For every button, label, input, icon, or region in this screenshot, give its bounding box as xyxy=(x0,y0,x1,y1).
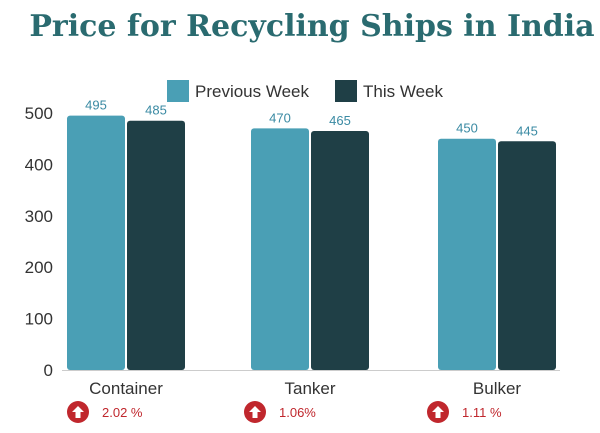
y-tick-label: 500 xyxy=(25,104,53,123)
y-tick-label: 0 xyxy=(44,361,53,380)
value-label-tanker-previous-week: 470 xyxy=(269,110,291,125)
y-tick-label: 300 xyxy=(25,207,53,226)
bar-bulker-previous-week xyxy=(438,138,496,370)
value-label-container-this-week: 485 xyxy=(145,103,167,118)
legend-swatch-previous-week xyxy=(167,80,189,102)
x-tick-label-tanker: Tanker xyxy=(284,379,335,398)
up-arrow-circle-icon xyxy=(67,401,89,423)
change-indicator-bulker: 1.11 % xyxy=(427,401,502,423)
bar-tanker-this-week xyxy=(311,130,369,370)
y-tick-label: 200 xyxy=(25,258,53,277)
y-axis: 0 100 200 300 400 500 xyxy=(25,104,53,380)
bar-container-this-week xyxy=(127,120,185,371)
value-label-bulker-this-week: 445 xyxy=(516,123,538,138)
y-tick-label: 100 xyxy=(25,310,53,329)
change-label: 2.02 % xyxy=(102,405,143,420)
bar-tanker-previous-week xyxy=(251,128,309,370)
y-tick-label: 400 xyxy=(25,155,53,174)
value-label-bulker-previous-week: 450 xyxy=(456,121,478,136)
x-axis: Container Tanker Bulker xyxy=(62,370,560,398)
change-indicator-tanker: 1.06% xyxy=(244,401,316,423)
chart-title: Price for Recycling Ships in India xyxy=(29,9,594,44)
up-arrow-circle-icon xyxy=(244,401,266,423)
bar-container-previous-week xyxy=(67,115,125,370)
change-label: 1.11 % xyxy=(462,405,502,420)
value-label-container-previous-week: 495 xyxy=(85,98,107,113)
change-indicators: 2.02 % 1.06% 1.11 % xyxy=(67,401,502,423)
x-tick-label-container: Container xyxy=(89,379,163,398)
legend-label-previous-week: Previous Week xyxy=(195,82,310,101)
legend-label-this-week: This Week xyxy=(363,82,443,101)
change-label: 1.06% xyxy=(279,405,316,420)
legend: Previous Week This Week xyxy=(167,80,443,102)
x-tick-label-bulker: Bulker xyxy=(473,379,522,398)
up-arrow-circle-icon xyxy=(427,401,449,423)
value-label-tanker-this-week: 465 xyxy=(329,113,351,128)
bar-bulker-this-week xyxy=(498,141,556,370)
bars: 495 485 470 465 450 445 xyxy=(67,98,556,371)
legend-swatch-this-week xyxy=(335,80,357,102)
change-indicator-container: 2.02 % xyxy=(67,401,143,423)
